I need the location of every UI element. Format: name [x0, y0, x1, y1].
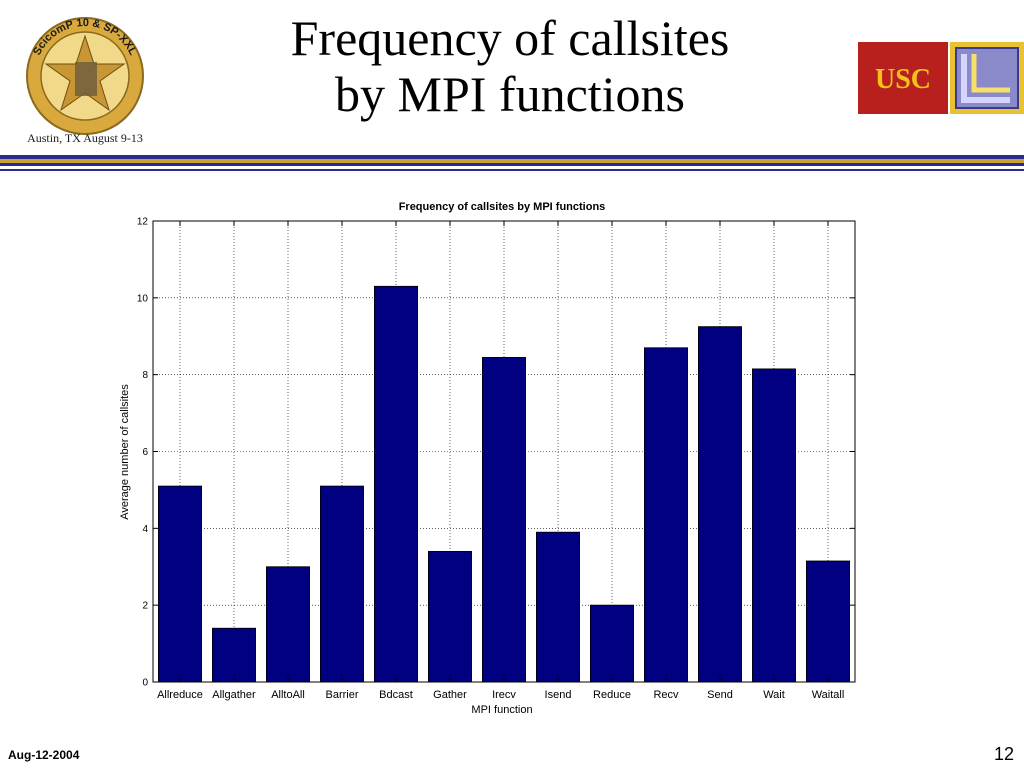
bar-isend [535, 531, 580, 683]
bar-layer [158, 285, 851, 683]
x-tick-label: Isend [545, 689, 572, 701]
y-axis-label: Average number of callsites [119, 384, 131, 520]
footer-date: Aug-12-2004 [8, 748, 80, 762]
usc-logo-background [858, 42, 948, 114]
slide-title: Frequency of callsites by MPI functions [180, 10, 840, 122]
bar-reduce [589, 604, 634, 683]
x-tick-label: Gather [433, 689, 467, 701]
logo-bottom-text: Austin, TX August 9-13 [27, 131, 143, 145]
scicomp-conference-logo: ScicomP 10 & SP-XXL Austin, TX August 9-… [26, 17, 144, 145]
bar-irecv [481, 356, 526, 683]
x-tick-label: Bdcast [379, 689, 413, 701]
bar-waitall [806, 560, 851, 683]
x-tick-label: Send [707, 689, 733, 701]
slide-title-line-1: Frequency of callsites [290, 10, 730, 66]
header-rule-gold [0, 159, 1024, 163]
tick-layer: 0 2 4 6 8 10 12 Allreduce Allgather AlltoAll Barri… [137, 217, 855, 701]
y-tick-label: 10 [137, 293, 149, 304]
x-axis-label: MPI function [471, 704, 532, 716]
y-tick-label: 8 [142, 370, 148, 381]
bar-send [698, 326, 743, 683]
chart-container: Frequency of callsites by MPI functions … [110, 190, 870, 720]
bar-chart: Frequency of callsites by MPI functions … [119, 201, 856, 716]
y-tick-label: 0 [142, 678, 148, 689]
building-icon [75, 62, 97, 96]
header-rule-bottom [0, 163, 1024, 166]
llnl-logo-mark-inner [971, 54, 1010, 93]
x-tick-label: Recv [653, 689, 679, 701]
y-tick-label: 6 [142, 447, 148, 458]
x-tick-label: Waitall [812, 689, 845, 701]
x-tick-label: Irecv [492, 689, 516, 701]
x-tick-label: Allgather [212, 689, 256, 701]
bar-recv [644, 347, 689, 683]
bar-wait [752, 368, 797, 683]
usc-logo-text: USC [875, 64, 931, 95]
x-tick-label: Wait [763, 689, 785, 701]
y-tick-label: 2 [142, 601, 148, 612]
usc-llnl-logos: USC [858, 42, 1024, 114]
x-tick-label: Reduce [593, 689, 631, 701]
y-tick-label: 4 [142, 524, 148, 535]
header-rule-thin [0, 169, 1024, 171]
x-tick-label: Barrier [325, 689, 358, 701]
y-tick-label: 12 [137, 217, 149, 228]
bar-gather [427, 550, 472, 683]
bar-allreduce [158, 485, 203, 683]
page-number: 12 [993, 744, 1014, 764]
bar-allgather [212, 627, 257, 683]
chart-title: Frequency of callsites by MPI functions [399, 201, 606, 213]
slide-title-line-2: by MPI functions [335, 66, 685, 122]
x-tick-label: Allreduce [157, 689, 203, 701]
bar-barrier [319, 485, 364, 683]
header-rule-top [0, 155, 1024, 159]
x-tick-label: AlltoAll [271, 689, 305, 701]
bar-bdcast [373, 285, 418, 683]
llnl-logo-mark [961, 54, 1010, 103]
bar-alltoall [265, 566, 310, 683]
